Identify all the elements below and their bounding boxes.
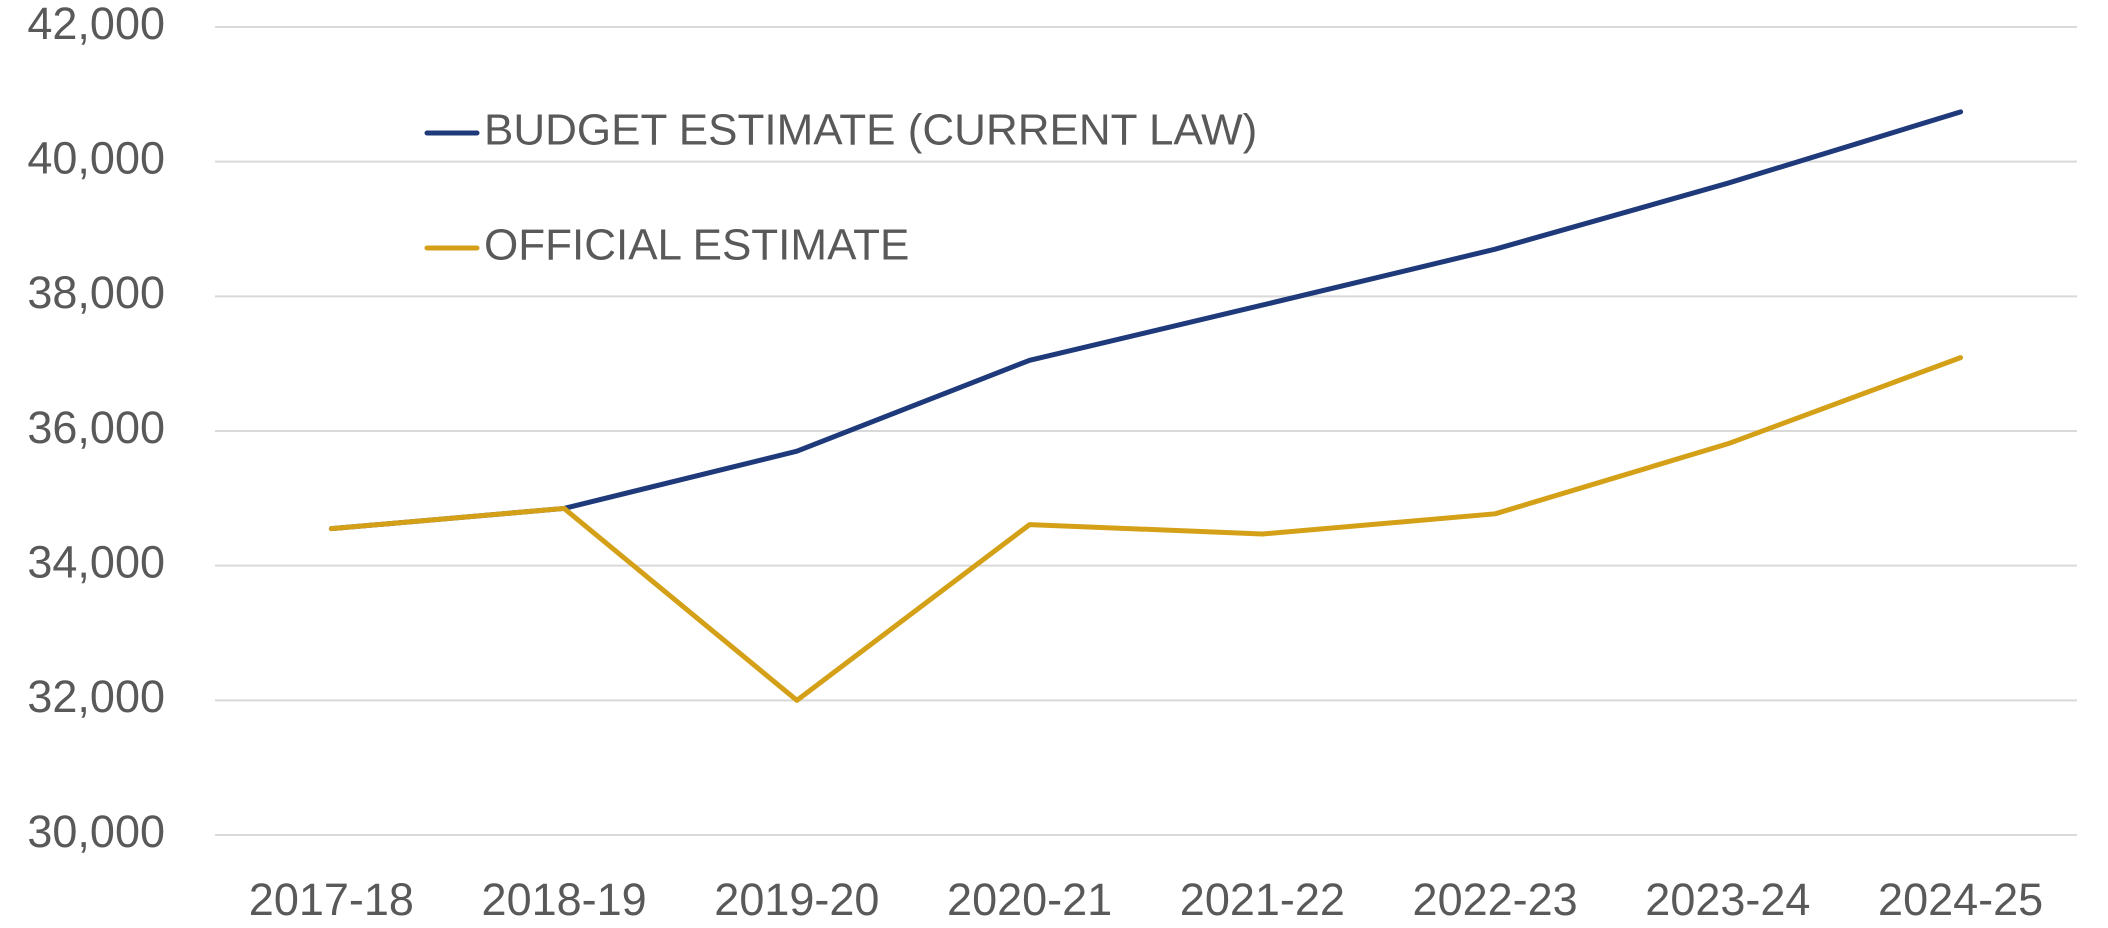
y-tick-label: 36,000 (27, 402, 165, 453)
x-tick-label: 2024-25 (1878, 874, 2043, 925)
x-tick-label: 2023-24 (1645, 874, 1810, 925)
y-tick-label: 32,000 (27, 671, 165, 722)
legend-label: OFFICIAL ESTIMATE (484, 221, 909, 270)
y-tick-label: 34,000 (27, 537, 165, 588)
x-tick-label: 2017-18 (249, 874, 414, 925)
y-tick-label: 42,000 (27, 0, 165, 49)
x-tick-label: 2021-22 (1180, 874, 1345, 925)
series-line (328, 109, 1964, 532)
x-tick-label: 2020-21 (947, 874, 1112, 925)
series-line (328, 355, 1964, 703)
legend-label: BUDGET ESTIMATE (CURRENT LAW) (484, 106, 1257, 155)
y-tick-label: 30,000 (27, 806, 165, 857)
x-tick-label: 2022-23 (1413, 874, 1578, 925)
x-tick-label: 2019-20 (714, 874, 879, 925)
y-tick-label: 40,000 (27, 133, 165, 184)
y-tick-label: 38,000 (27, 267, 165, 318)
x-tick-label: 2018-19 (482, 874, 647, 925)
